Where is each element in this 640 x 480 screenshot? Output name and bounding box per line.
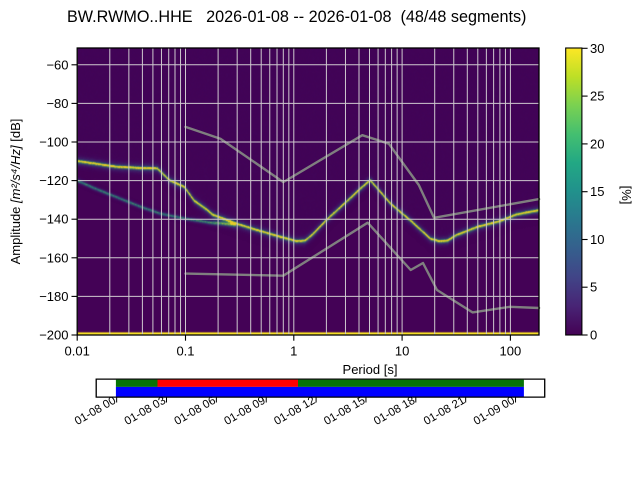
svg-text:−80: −80: [46, 96, 68, 111]
svg-text:Period [s]: Period [s]: [343, 362, 398, 377]
svg-text:01-08 18: 01-08 18: [372, 395, 417, 428]
svg-text:−200: −200: [39, 328, 68, 343]
svg-text:15: 15: [590, 184, 604, 199]
svg-text:0.01: 0.01: [65, 344, 90, 359]
svg-text:30: 30: [590, 41, 604, 56]
svg-text:01-08 21: 01-08 21: [422, 395, 467, 428]
svg-text:20: 20: [590, 136, 604, 151]
svg-text:01-08 00: 01-08 00: [73, 395, 118, 428]
svg-text:−60: −60: [46, 57, 68, 72]
svg-text:01-08 15: 01-08 15: [322, 395, 367, 428]
svg-text:1: 1: [290, 344, 297, 359]
svg-text:10: 10: [395, 344, 409, 359]
svg-text:−160: −160: [39, 250, 68, 265]
svg-text:25: 25: [590, 89, 604, 104]
svg-text:01-08 03: 01-08 03: [123, 395, 168, 428]
svg-text:01-08 06: 01-08 06: [173, 395, 218, 428]
svg-text:−100: −100: [39, 135, 68, 150]
svg-text:[%]: [%]: [619, 186, 634, 205]
svg-text:01-08 09: 01-08 09: [222, 395, 267, 428]
svg-text:−120: −120: [39, 173, 68, 188]
svg-text:01-08 12: 01-08 12: [272, 395, 317, 428]
svg-text:−140: −140: [39, 212, 68, 227]
svg-text:5: 5: [590, 280, 597, 295]
svg-text:Amplitude [m²/s⁴/Hz] [dB]: Amplitude [m²/s⁴/Hz] [dB]: [8, 119, 23, 265]
svg-text:0: 0: [590, 328, 597, 343]
svg-text:−180: −180: [39, 289, 68, 304]
svg-text:01-09 00: 01-09 00: [472, 395, 517, 428]
svg-text:0.1: 0.1: [176, 344, 194, 359]
svg-text:10: 10: [590, 232, 604, 247]
svg-text:100: 100: [500, 344, 522, 359]
